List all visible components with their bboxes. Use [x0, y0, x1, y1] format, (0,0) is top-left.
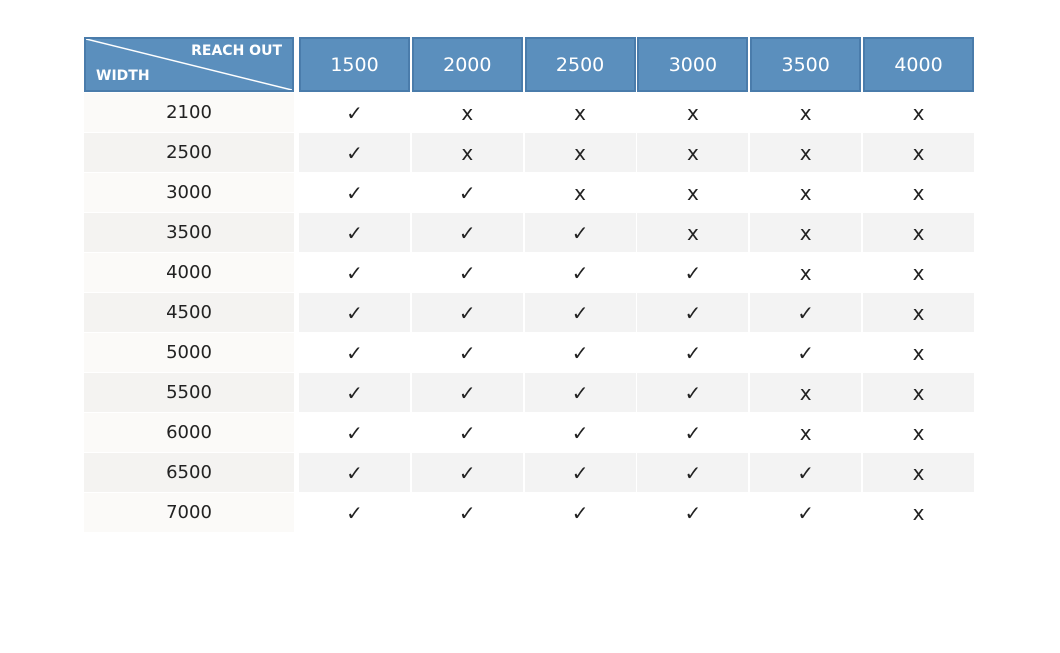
cell-mark: x: [750, 253, 862, 292]
cell-mark: x: [863, 133, 974, 172]
cell-mark: x: [524, 133, 636, 172]
cell-mark: ✓: [299, 293, 410, 332]
column-header: 2000: [411, 37, 523, 92]
cell-mark: ✓: [524, 253, 636, 292]
cell-mark: ✓: [750, 293, 862, 332]
column-header: 4000: [863, 37, 974, 92]
cell-mark: x: [863, 173, 974, 212]
corner-cell: REACH OUT WIDTH: [84, 37, 294, 92]
cell-mark: x: [750, 373, 862, 412]
row-label: 5500: [84, 373, 294, 412]
cell-mark: x: [863, 493, 974, 532]
column-header: 1500: [299, 37, 410, 92]
cell-mark: ✓: [299, 373, 410, 412]
cell-mark: x: [524, 93, 636, 132]
cell-mark: ✓: [637, 373, 749, 412]
row-label: 2500: [84, 133, 294, 172]
cell-mark: ✓: [299, 413, 410, 452]
cell-mark: ✓: [411, 413, 523, 452]
cell-mark: ✓: [411, 253, 523, 292]
row-label: 4500: [84, 293, 294, 332]
cell-mark: x: [411, 133, 523, 172]
cell-mark: ✓: [524, 333, 636, 372]
cell-mark: x: [863, 333, 974, 372]
cell-mark: ✓: [299, 253, 410, 292]
cell-mark: x: [411, 93, 523, 132]
cell-mark: ✓: [750, 453, 862, 492]
cell-mark: x: [637, 213, 749, 252]
cell-mark: ✓: [750, 493, 862, 532]
cell-mark: ✓: [637, 493, 749, 532]
cell-mark: ✓: [299, 493, 410, 532]
cell-mark: x: [524, 173, 636, 212]
cell-mark: x: [637, 93, 749, 132]
cell-mark: ✓: [299, 213, 410, 252]
row-label: 7000: [84, 493, 294, 532]
cell-mark: ✓: [637, 253, 749, 292]
corner-bottom-label: WIDTH: [96, 68, 150, 84]
cell-mark: ✓: [411, 493, 523, 532]
cell-mark: x: [637, 173, 749, 212]
cell-mark: ✓: [299, 133, 410, 172]
column-header: 3500: [750, 37, 862, 92]
cell-mark: ✓: [524, 413, 636, 452]
cell-mark: ✓: [411, 173, 523, 212]
row-label: 6000: [84, 413, 294, 452]
row-label: 4000: [84, 253, 294, 292]
cell-mark: x: [750, 133, 862, 172]
row-label: 5000: [84, 333, 294, 372]
row-label: 3000: [84, 173, 294, 212]
cell-mark: ✓: [299, 93, 410, 132]
cell-mark: ✓: [299, 173, 410, 212]
cell-mark: ✓: [637, 413, 749, 452]
corner-top-label: REACH OUT: [191, 43, 282, 59]
row-label: 3500: [84, 213, 294, 252]
cell-mark: ✓: [411, 333, 523, 372]
cell-mark: ✓: [299, 333, 410, 372]
cell-mark: ✓: [524, 213, 636, 252]
cell-mark: ✓: [299, 453, 410, 492]
cell-mark: ✓: [637, 293, 749, 332]
cell-mark: x: [863, 213, 974, 252]
cell-mark: ✓: [524, 373, 636, 412]
column-header: 3000: [637, 37, 749, 92]
cell-mark: ✓: [637, 453, 749, 492]
cell-mark: x: [750, 93, 862, 132]
cell-mark: x: [863, 93, 974, 132]
cell-mark: ✓: [524, 293, 636, 332]
corner-diagonal: [86, 39, 292, 90]
cell-mark: ✓: [411, 373, 523, 412]
row-label: 2100: [84, 93, 294, 132]
cell-mark: x: [863, 413, 974, 452]
cell-mark: ✓: [637, 333, 749, 372]
cell-mark: x: [863, 453, 974, 492]
cell-mark: x: [750, 413, 862, 452]
cell-mark: x: [863, 293, 974, 332]
cell-mark: ✓: [411, 293, 523, 332]
cell-mark: ✓: [411, 453, 523, 492]
cell-mark: x: [750, 173, 862, 212]
cell-mark: x: [750, 213, 862, 252]
cell-mark: ✓: [750, 333, 862, 372]
cell-mark: x: [863, 253, 974, 292]
column-header: 2500: [524, 37, 636, 92]
cell-mark: ✓: [524, 493, 636, 532]
cell-mark: ✓: [411, 213, 523, 252]
cell-mark: x: [863, 373, 974, 412]
row-label: 6500: [84, 453, 294, 492]
cell-mark: x: [637, 133, 749, 172]
cell-mark: ✓: [524, 453, 636, 492]
